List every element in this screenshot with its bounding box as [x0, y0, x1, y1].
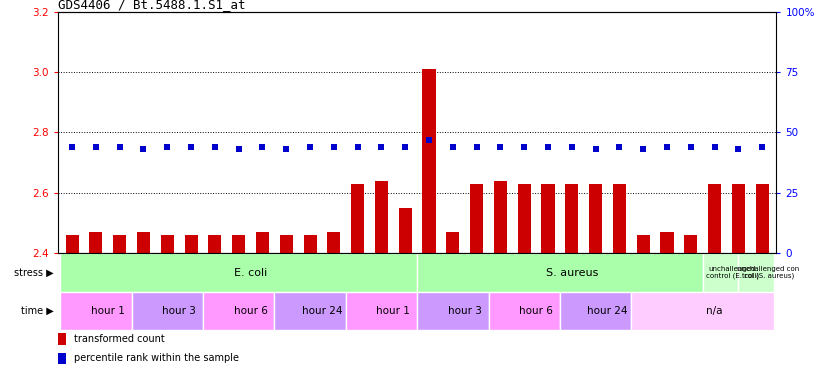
Point — [518, 144, 531, 150]
Point — [232, 146, 245, 152]
Point — [422, 137, 435, 143]
Bar — [518, 184, 531, 253]
Text: hour 24: hour 24 — [587, 306, 628, 316]
Bar — [494, 181, 507, 253]
Text: GDS4406 / Bt.5488.1.S1_at: GDS4406 / Bt.5488.1.S1_at — [58, 0, 245, 12]
Bar — [661, 232, 673, 253]
Bar — [280, 235, 292, 253]
Point — [113, 144, 126, 150]
Point — [256, 144, 269, 150]
Point — [637, 146, 650, 152]
Bar — [58, 353, 66, 364]
Bar — [631, 292, 774, 330]
Point — [184, 144, 197, 150]
Bar — [131, 292, 203, 330]
Point — [280, 146, 293, 152]
Bar — [60, 292, 131, 330]
Point — [660, 144, 673, 150]
Bar — [708, 184, 721, 253]
Point — [137, 146, 150, 152]
Bar — [161, 235, 173, 253]
Bar — [256, 232, 269, 253]
Bar — [560, 292, 631, 330]
Bar — [327, 232, 340, 253]
Point — [756, 144, 769, 150]
Bar — [732, 184, 745, 253]
Bar — [589, 184, 602, 253]
Point — [399, 144, 412, 150]
Bar — [60, 253, 417, 292]
Text: transformed count: transformed count — [74, 334, 164, 344]
Point — [327, 144, 340, 150]
Bar — [756, 184, 769, 253]
Bar — [399, 208, 412, 253]
Bar — [417, 292, 488, 330]
Point — [589, 146, 602, 152]
Bar — [203, 292, 274, 330]
Bar — [137, 232, 150, 253]
Bar — [488, 292, 560, 330]
Bar — [351, 184, 364, 253]
Bar — [613, 184, 626, 253]
Bar — [232, 235, 245, 253]
Point — [161, 144, 174, 150]
Point — [351, 144, 364, 150]
Bar — [346, 292, 417, 330]
Bar — [58, 333, 66, 345]
Text: unchallenged
control (E. coli): unchallenged control (E. coli) — [706, 266, 759, 280]
Point — [470, 144, 483, 150]
Bar — [565, 184, 578, 253]
Point — [684, 144, 697, 150]
Bar — [375, 181, 388, 253]
Bar — [417, 253, 703, 292]
Bar — [684, 235, 697, 253]
Point — [303, 144, 316, 150]
Text: hour 24: hour 24 — [301, 306, 342, 316]
Point — [541, 144, 554, 150]
Text: hour 6: hour 6 — [234, 306, 268, 316]
Bar — [446, 232, 459, 253]
Bar — [542, 184, 554, 253]
Text: E. coli: E. coli — [234, 268, 267, 278]
Text: hour 3: hour 3 — [448, 306, 482, 316]
Bar — [65, 235, 78, 253]
Point — [708, 144, 721, 150]
Point — [375, 144, 388, 150]
Bar — [303, 235, 316, 253]
Point — [446, 144, 459, 150]
Text: percentile rank within the sample: percentile rank within the sample — [74, 353, 239, 363]
Point — [565, 144, 578, 150]
Text: hour 1: hour 1 — [377, 306, 411, 316]
Bar — [184, 235, 197, 253]
Point — [494, 144, 507, 150]
Bar — [274, 292, 346, 330]
Bar — [738, 253, 774, 292]
Bar — [703, 253, 738, 292]
Text: hour 6: hour 6 — [520, 306, 553, 316]
Text: S. aureus: S. aureus — [546, 268, 598, 278]
Bar — [113, 235, 126, 253]
Text: hour 3: hour 3 — [162, 306, 196, 316]
Bar — [422, 69, 435, 253]
Point — [613, 144, 626, 150]
Point — [208, 144, 221, 150]
Text: stress ▶: stress ▶ — [14, 268, 54, 278]
Point — [89, 144, 102, 150]
Bar — [470, 184, 483, 253]
Bar — [637, 235, 650, 253]
Bar — [208, 235, 221, 253]
Text: n/a: n/a — [706, 306, 723, 316]
Text: time ▶: time ▶ — [21, 306, 54, 316]
Bar — [89, 232, 102, 253]
Text: unchallenged con
trol (S. aureus): unchallenged con trol (S. aureus) — [737, 266, 800, 280]
Text: hour 1: hour 1 — [91, 306, 125, 316]
Point — [732, 146, 745, 152]
Point — [65, 144, 78, 150]
